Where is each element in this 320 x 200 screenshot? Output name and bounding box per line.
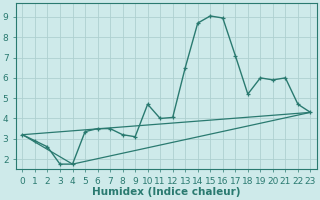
X-axis label: Humidex (Indice chaleur): Humidex (Indice chaleur) (92, 187, 241, 197)
